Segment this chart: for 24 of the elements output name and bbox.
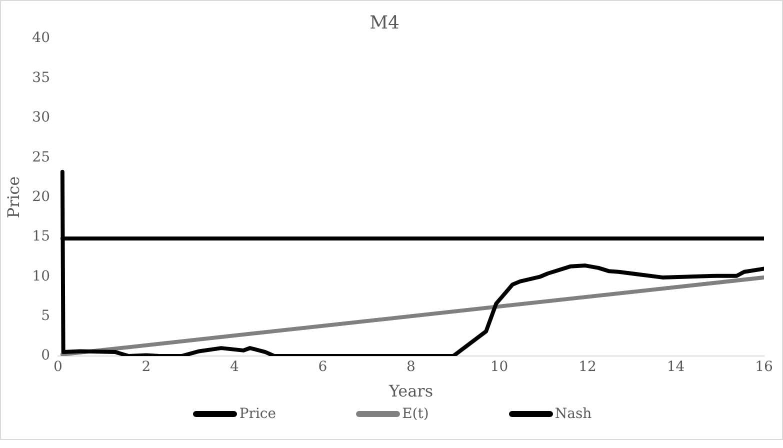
legend-label: Price [239, 406, 276, 422]
y-tick-label: 25 [32, 149, 50, 166]
y-tick-label: 5 [41, 308, 50, 324]
legend-label: Nash [554, 406, 592, 422]
x-axis-title: Years [388, 382, 434, 401]
x-tick-label: 12 [578, 359, 596, 376]
y-tick-label: 30 [32, 110, 50, 126]
y-tick-label: 20 [32, 188, 50, 205]
x-tick-label: 10 [490, 359, 508, 376]
x-tick-label: 8 [406, 359, 416, 376]
x-tick-label: 14 [666, 359, 685, 376]
chart-title: M4 [370, 12, 400, 34]
x-tick-label: 0 [54, 359, 62, 376]
y-tick-label: 40 [32, 30, 50, 46]
y-tick-label: 0 [41, 348, 50, 364]
y-tick-label: 15 [32, 228, 50, 245]
x-tick-label: 2 [142, 359, 151, 376]
x-tick-label: 16 [755, 359, 773, 376]
x-tick-label: 4 [230, 359, 240, 376]
legend-label: E(t) [402, 406, 429, 422]
y-axis-title: Price [4, 176, 23, 218]
y-tick-label: 35 [32, 70, 50, 86]
y-tick-label: 10 [32, 268, 50, 284]
x-tick-label: 6 [318, 359, 328, 376]
